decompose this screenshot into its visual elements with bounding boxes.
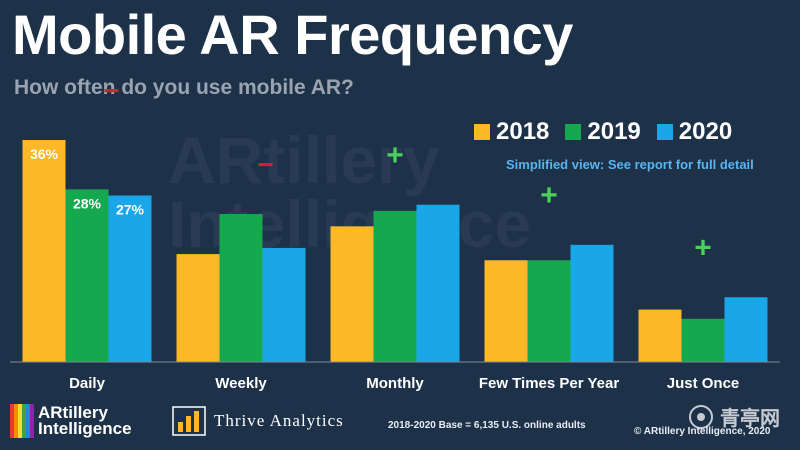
footer-base-note: 2018-2020 Base = 6,135 U.S. online adult… <box>388 420 586 431</box>
legend-label: 2019 <box>587 118 641 145</box>
data-label: 28% <box>73 195 102 211</box>
thrive-logo-text: Thrive Analytics <box>214 411 344 430</box>
chart-subtitle: How often do you use mobile AR? <box>14 76 354 99</box>
category-label: Monthly <box>366 375 424 392</box>
category-label: Just Once <box>667 375 740 392</box>
bar-2018-few-times-per-year <box>484 260 528 362</box>
legend-swatch <box>656 124 673 140</box>
plus-icon: + <box>694 231 712 264</box>
category-label: Weekly <box>215 375 267 392</box>
legend-swatch <box>565 124 582 140</box>
legend: 2018 2019 2020 <box>474 118 732 146</box>
legend-label: 2020 <box>678 118 733 145</box>
plus-icon: + <box>540 179 558 212</box>
legend-item-2020: 2020 <box>656 118 733 146</box>
category-label: Daily <box>69 375 106 392</box>
chart-title: Mobile AR Frequency <box>12 3 573 66</box>
site-watermark-text: 青亭网 <box>720 408 780 430</box>
artillery-logo-text: ARtillery Intelligence <box>38 403 132 438</box>
bar-2020-just-once <box>724 297 768 362</box>
bar-2018-daily <box>22 140 66 362</box>
bar-2020-few-times-per-year <box>570 244 614 362</box>
data-label: 36% <box>30 146 59 162</box>
thrive-bars-icon <box>172 406 206 436</box>
legend-label: 2018 <box>496 118 550 145</box>
data-label: 27% <box>116 202 145 218</box>
simplified-view-note: Simplified view: See report for full det… <box>506 157 754 172</box>
bar-2019-daily <box>65 189 109 362</box>
site-logo-icon <box>689 404 713 429</box>
legend-item-2019: 2019 <box>565 118 641 146</box>
bar-2019-just-once <box>681 318 725 362</box>
bar-2018-weekly <box>176 254 220 362</box>
bar-2019-few-times-per-year <box>527 260 571 362</box>
artillery-logo-line: ARtillery <box>38 403 108 422</box>
bar-2020-weekly <box>262 247 306 362</box>
footer-copyright: © ARtillery Intelligence, 2020 <box>634 426 771 437</box>
thrive-logo: Thrive Analytics <box>172 406 344 436</box>
watermark: ARtillery Intelligence <box>168 123 532 261</box>
artillery-logo-line: Intelligence <box>38 419 132 438</box>
bar-2020-daily <box>108 195 152 362</box>
artillery-logo-icon <box>10 404 34 438</box>
watermark-line: ARtillery <box>168 123 440 197</box>
watermark-line: Intelligence <box>168 187 532 261</box>
legend-item-2018: 2018 <box>474 118 549 146</box>
legend-swatch <box>474 124 490 140</box>
site-watermark: 青亭网 <box>688 402 780 431</box>
category-label: Few Times Per Year <box>479 375 620 392</box>
artillery-logo: ARtillery Intelligence <box>10 404 132 438</box>
bar-2018-just-once <box>638 309 682 362</box>
